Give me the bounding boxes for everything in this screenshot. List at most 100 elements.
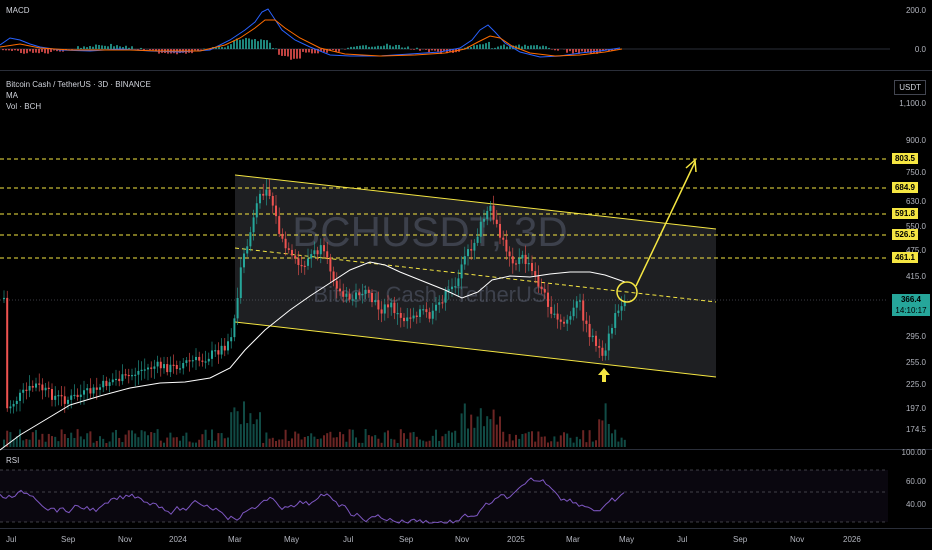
macd-hist-bar	[140, 47, 142, 49]
macd-hist-bar	[578, 49, 580, 54]
macd-hist-bar	[278, 49, 280, 55]
macd-hist-bar	[29, 49, 31, 52]
macd-hist-bar	[584, 49, 586, 53]
macd-hist-bar	[107, 46, 109, 49]
macd-hist-bar	[371, 46, 373, 49]
macd-hist-bar	[80, 47, 82, 49]
macd-pane[interactable]: MACD 200.0 0.0	[0, 0, 932, 71]
time-label: Mar	[228, 535, 242, 544]
currency-selector[interactable]: USDT	[894, 80, 926, 95]
macd-hist-bar	[251, 39, 253, 49]
macd-hist-bar	[533, 45, 535, 49]
macd-hist-bar	[476, 44, 478, 49]
macd-hist-bar	[410, 49, 412, 50]
macd-hist-bar	[401, 47, 403, 49]
rsi-axis-60: 60.00	[905, 477, 926, 486]
price-label: 255.0	[905, 358, 926, 367]
macd-hist-bar	[53, 49, 55, 51]
macd-hist-bar	[464, 47, 466, 49]
macd-hist-bar	[275, 48, 277, 49]
macd-hist-bar	[347, 47, 349, 49]
macd-hist-bar	[488, 41, 490, 49]
macd-hist-bar	[308, 49, 310, 53]
time-label: May	[619, 535, 635, 544]
macd-hist-bar	[296, 49, 298, 59]
macd-hist-bar	[365, 45, 367, 49]
macd-hist-bar	[368, 46, 370, 49]
symbol-title[interactable]: Bitcoin Cash / TetherUS · 3D · BINANCE	[6, 80, 151, 89]
macd-hist-bar	[305, 49, 307, 53]
macd-hist-bar	[428, 49, 430, 53]
macd-hist-bar	[350, 46, 352, 49]
macd-hist-bar	[593, 49, 595, 53]
macd-hist-bar	[104, 45, 106, 49]
macd-hist-bar	[497, 46, 499, 49]
macd-hist-bar	[377, 45, 379, 49]
price-label: 630.0	[905, 197, 926, 206]
macd-hist-bar	[83, 46, 85, 49]
macd-hist-bar	[14, 49, 16, 51]
macd-hist-bar	[374, 46, 376, 49]
macd-hist-bar	[149, 49, 151, 51]
macd-hist-bar	[8, 49, 10, 51]
macd-hist-bar	[242, 39, 244, 49]
macd-hist-bar	[245, 37, 247, 49]
macd-hist-bar	[5, 49, 7, 51]
macd-hist-bar	[23, 49, 25, 54]
macd-signal-line	[0, 19, 623, 57]
macd-hist-bar	[491, 48, 493, 49]
time-label: 2024	[169, 535, 187, 544]
level-tag: 461.1	[891, 252, 918, 263]
macd-hist-bar	[362, 45, 364, 49]
macd-hist-bar	[554, 49, 556, 51]
macd-hist-bar	[143, 49, 145, 51]
macd-hist-bar	[38, 49, 40, 54]
macd-hist-bar	[227, 45, 229, 49]
macd-hist-bar	[431, 49, 433, 51]
macd-hist-bar	[545, 46, 547, 49]
rsi-pane[interactable]: RSI 100.00 60.00 40.00	[0, 448, 932, 529]
macd-hist-bar	[92, 46, 94, 49]
macd-hist-bar	[335, 49, 337, 52]
time-label: Nov	[118, 535, 133, 544]
time-axis[interactable]: Jul Sep Nov 2024 Mar May Jul Sep Nov 202…	[0, 529, 932, 550]
main-chart-pane[interactable]: Bitcoin Cash / TetherUS · 3D · BINANCE M…	[0, 71, 932, 450]
macd-plot	[0, 8, 890, 60]
macd-hist-bar	[122, 47, 124, 49]
time-label: Jul	[677, 535, 688, 544]
macd-hist-bar	[11, 49, 13, 51]
macd-hist-bar	[260, 39, 262, 49]
macd-hist-bar	[155, 49, 157, 52]
price-label: 295.0	[905, 332, 926, 341]
macd-hist-bar	[530, 45, 532, 49]
macd-hist-bar	[419, 49, 421, 51]
macd-hist-bar	[197, 49, 199, 52]
macd-axis-200: 200.0	[905, 6, 926, 15]
macd-hist-bar	[125, 45, 127, 49]
macd-hist-bar	[602, 49, 604, 51]
macd-hist-bar	[323, 49, 325, 52]
vol-legend[interactable]: Vol · BCH	[6, 102, 42, 111]
macd-hist-bar	[407, 46, 409, 49]
macd-hist-bar	[320, 49, 322, 52]
macd-line	[0, 8, 621, 58]
time-label: Sep	[733, 535, 748, 544]
time-label: 2026	[843, 535, 861, 544]
macd-hist-bar	[215, 47, 217, 49]
macd-hist-bar	[194, 49, 196, 51]
ma-legend[interactable]: MA	[6, 91, 18, 100]
macd-hist-bar	[485, 43, 487, 49]
macd-hist-bar	[353, 46, 355, 49]
macd-hist-bar	[152, 49, 154, 51]
macd-hist-bar	[356, 46, 358, 49]
time-label: Jul	[343, 535, 354, 544]
macd-hist-bar	[434, 49, 436, 51]
time-label: Jul	[6, 535, 17, 544]
macd-hist-bar	[551, 49, 553, 50]
macd-hist-bar	[548, 47, 550, 49]
macd-hist-bar	[287, 49, 289, 57]
macd-hist-bar	[209, 49, 211, 50]
macd-hist-bar	[302, 49, 304, 52]
macd-hist-bar	[443, 49, 445, 52]
current-price-tag: 366.4	[892, 294, 930, 305]
